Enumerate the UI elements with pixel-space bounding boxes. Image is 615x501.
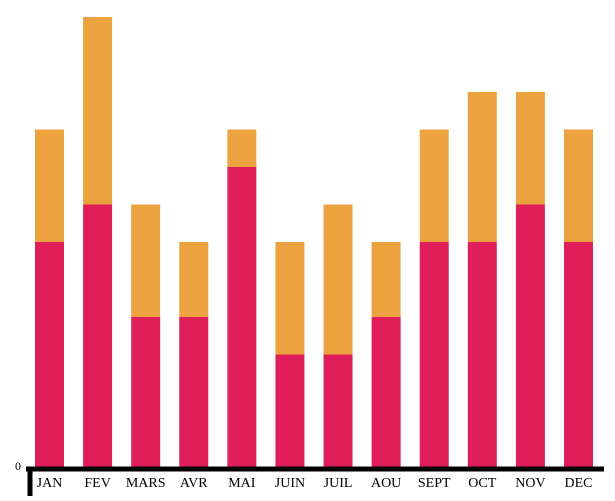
bar-juin-segment-1 (275, 354, 305, 467)
bars-group (35, 17, 593, 467)
bar-dec-segment-1 (563, 242, 593, 467)
bar-juil-segment-2 (323, 204, 353, 355)
bar-mai-segment-1 (227, 167, 257, 467)
bar-nov-segment-2 (515, 92, 545, 205)
bar-juin-segment-2 (275, 242, 305, 355)
bar-fev-segment-2 (83, 17, 113, 205)
x-tick-label-fev: FEV (84, 476, 110, 491)
x-tick-label-avr: AVR (180, 476, 208, 491)
bar-oct-segment-1 (467, 242, 497, 467)
x-tick-label-oct: OCT (468, 476, 496, 491)
bar-aou-segment-2 (371, 242, 401, 317)
y-tick-zero: 0 (15, 459, 21, 473)
bar-mars-segment-2 (131, 204, 161, 317)
bar-avr-segment-2 (179, 242, 209, 317)
bar-fev-segment-1 (83, 204, 113, 467)
x-tick-label-juin: JUIN (275, 476, 305, 491)
bar-jan-segment-1 (35, 242, 64, 467)
x-tick-label-nov: NOV (515, 476, 545, 491)
bar-juil-segment-1 (323, 354, 353, 467)
bar-oct-segment-2 (467, 92, 497, 242)
x-tick-label-aou: AOU (371, 476, 401, 491)
bar-sept-segment-2 (419, 129, 449, 242)
x-tick-label-juil: JUIL (324, 476, 353, 491)
bar-aou-segment-1 (371, 317, 401, 467)
x-tick-label-sept: SEPT (418, 476, 451, 491)
x-tick-label-jan: JAN (37, 476, 63, 491)
bar-avr-segment-1 (179, 317, 209, 467)
x-tick-labels: JAN FEV MARS AVR MAI JUIN JUIL AOU SEPT OCT NOV DEC (37, 476, 593, 491)
bar-mars-segment-1 (131, 317, 161, 467)
x-tick-label-mai: MAI (228, 476, 256, 491)
bar-jan-segment-2 (35, 129, 64, 242)
bar-nov-segment-1 (515, 204, 545, 467)
bar-dec-segment-2 (563, 129, 593, 242)
bar-sept-segment-1 (419, 242, 449, 467)
x-tick-label-dec: DEC (564, 476, 592, 491)
x-tick-label-mars: MARS (126, 476, 166, 491)
bar-mai-segment-2 (227, 129, 257, 167)
